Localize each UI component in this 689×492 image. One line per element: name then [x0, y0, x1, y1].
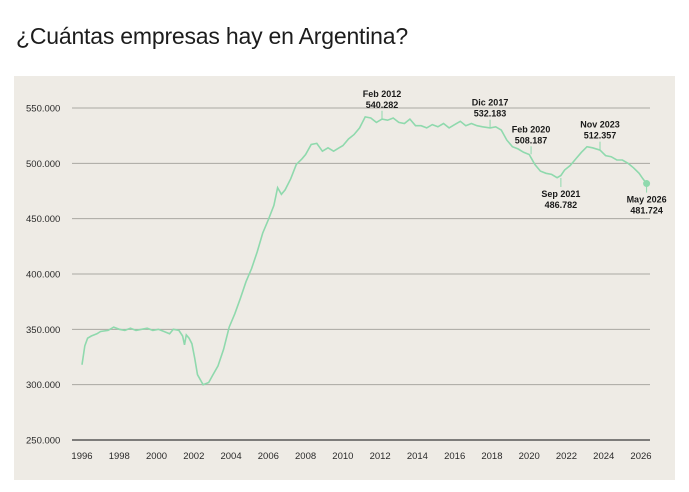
annotation-value: 540.282	[366, 100, 399, 110]
x-tick-label: 2020	[519, 451, 540, 462]
x-tick-label: 2022	[556, 451, 577, 462]
x-tick-label: 2010	[332, 451, 353, 462]
y-tick-label: 500.000	[26, 159, 60, 170]
series-line-empresas	[81, 115, 648, 386]
annotation-value: 481.724	[630, 206, 663, 216]
annotation-date: Feb 2020	[512, 124, 551, 134]
x-tick-label: 2016	[444, 451, 465, 462]
page-title: ¿Cuántas empresas hay en Argentina?	[16, 23, 408, 50]
annotation-value: 486.782	[545, 200, 578, 210]
annotation-date: Feb 2012	[363, 89, 402, 99]
x-tick-label: 2004	[220, 451, 241, 462]
y-axis: 250.000 300.000 350.000 400.000 450.000 500.0…	[26, 104, 60, 447]
annotation-date: Sep 2021	[541, 189, 580, 199]
y-tick-label: 250.000	[26, 436, 60, 447]
y-tick-label: 450.000	[26, 214, 60, 225]
annotation-value: 508.187	[515, 135, 548, 145]
y-tick-label: 550.000	[26, 104, 60, 115]
annotation-value: 532.183	[474, 109, 507, 119]
x-tick-label: 2008	[295, 451, 316, 462]
x-tick-label: 2014	[407, 451, 428, 462]
x-tick-label: 2026	[630, 451, 651, 462]
annotation-date: Dic 2017	[472, 98, 509, 108]
y-tick-label: 350.000	[26, 325, 60, 336]
y-tick-label: 300.000	[26, 380, 60, 391]
x-tick-label: 2012	[370, 451, 391, 462]
x-tick-label: 2024	[593, 451, 614, 462]
x-tick-label: 2000	[146, 451, 167, 462]
x-tick-label: 1996	[71, 451, 92, 462]
line-chart: 250.000 300.000 350.000 400.000 450.000 500.0…	[26, 89, 667, 462]
x-axis: 1996 1998 2000 2002 2004 2006 2008 2010 2012 2014…	[71, 451, 651, 462]
annotation-value: 512.357	[584, 131, 617, 141]
y-tick-label: 400.000	[26, 270, 60, 281]
grid	[72, 107, 650, 441]
x-tick-label: 2002	[183, 451, 204, 462]
x-tick-label: 2006	[258, 451, 279, 462]
chart-panel: 250.000 300.000 350.000 400.000 450.000 500.0…	[14, 76, 675, 480]
annotation-date: Nov 2023	[580, 120, 620, 130]
x-tick-label: 2018	[481, 451, 502, 462]
x-tick-label: 1998	[109, 451, 130, 462]
annotation-date: May 2026	[627, 195, 667, 205]
